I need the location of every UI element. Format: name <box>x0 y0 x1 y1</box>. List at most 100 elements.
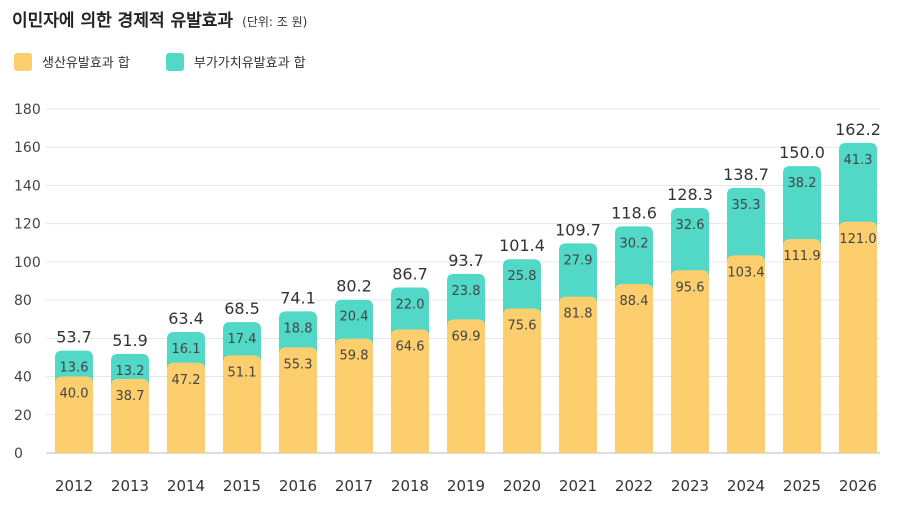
total-label: 53.7 <box>56 328 92 347</box>
bar-segment-value-added <box>447 273 485 327</box>
data-label-production: 103.4 <box>727 265 764 280</box>
data-label-value-added: 23.8 <box>452 284 481 299</box>
bar-segment-production <box>335 338 373 453</box>
x-tick-label: 2015 <box>223 477 261 495</box>
data-label-value-added: 13.6 <box>60 361 89 376</box>
bar-segment-value-added <box>111 353 149 387</box>
x-tick-label: 2025 <box>783 477 821 495</box>
data-label-value-added: 38.2 <box>788 176 817 191</box>
x-tick-label: 2012 <box>55 477 93 495</box>
legend-swatch-production <box>14 52 32 71</box>
y-tick-label: 100 <box>14 255 41 271</box>
bar-segment-production <box>167 362 205 453</box>
total-label: 63.4 <box>168 309 204 328</box>
x-tick-label: 2016 <box>279 477 317 495</box>
data-label-value-added: 27.9 <box>564 253 593 268</box>
data-label-production: 59.8 <box>340 349 369 364</box>
x-tick-label: 2013 <box>111 477 149 495</box>
x-tick-label: 2018 <box>391 477 429 495</box>
bar-segment-production <box>615 284 653 453</box>
x-tick-label: 2022 <box>615 477 653 495</box>
legend-label-value-added: 부가가치유발효과 합 <box>193 56 306 71</box>
data-label-production: 40.0 <box>60 387 89 402</box>
y-tick-label: 180 <box>14 102 41 118</box>
data-label-production: 38.7 <box>116 389 145 404</box>
x-tick-label: 2019 <box>447 477 485 495</box>
bar-segment-production <box>279 347 317 453</box>
data-label-value-added: 20.4 <box>340 310 369 325</box>
data-label-production: 47.2 <box>172 373 201 388</box>
data-label-production: 75.6 <box>508 319 537 334</box>
data-label-value-added: 13.2 <box>116 364 145 379</box>
bar-segment-value-added <box>783 166 821 247</box>
bar-segment-value-added <box>559 243 597 304</box>
y-tick-label: 80 <box>14 293 32 309</box>
bar-segment-value-added <box>335 299 373 346</box>
bar-segment-production <box>447 319 485 453</box>
chart-title: 이민자에 의한 경제적 유발효과 <box>12 11 234 31</box>
bar-segment-production <box>391 329 429 453</box>
bar-segment-production <box>783 239 821 453</box>
total-label: 138.7 <box>723 165 769 184</box>
bar-segment-production <box>111 379 149 453</box>
data-label-production: 111.9 <box>783 249 820 264</box>
data-label-value-added: 16.1 <box>172 342 201 357</box>
x-tick-label: 2026 <box>839 477 877 495</box>
x-tick-label: 2021 <box>559 477 597 495</box>
total-label: 74.1 <box>280 288 316 307</box>
data-label-production: 81.8 <box>564 307 593 322</box>
y-tick-label: 120 <box>14 217 41 233</box>
data-label-value-added: 17.4 <box>228 332 257 347</box>
x-tick-label: 2024 <box>727 477 765 495</box>
legend: 생산유발효과 합 부가가치유발효과 합 <box>14 52 342 71</box>
bar-segment-production <box>559 296 597 453</box>
total-label: 162.2 <box>835 120 881 139</box>
legend-item-value-added: 부가가치유발효과 합 <box>165 52 306 71</box>
y-tick-label: 0 <box>14 446 23 462</box>
bar-segment-value-added <box>391 287 429 337</box>
data-label-production: 55.3 <box>284 357 313 372</box>
total-label: 150.0 <box>779 143 825 162</box>
bar-segment-production <box>55 376 93 453</box>
legend-item-production: 생산유발효과 합 <box>14 52 130 71</box>
data-label-production: 51.1 <box>228 365 257 380</box>
x-tick-label: 2014 <box>167 477 205 495</box>
data-label-value-added: 30.2 <box>620 236 649 251</box>
y-tick-label: 20 <box>14 408 32 424</box>
total-label: 68.5 <box>224 299 260 318</box>
data-label-value-added: 18.8 <box>284 321 313 336</box>
legend-swatch-value-added <box>165 52 184 71</box>
x-tick-label: 2017 <box>335 477 373 495</box>
data-label-production: 121.0 <box>839 232 876 247</box>
total-label: 93.7 <box>448 251 484 270</box>
y-tick-label: 40 <box>14 370 32 386</box>
data-label-production: 88.4 <box>620 294 649 309</box>
bar-segment-value-added <box>839 142 877 229</box>
bar-segment-value-added <box>503 259 541 316</box>
bar-segment-production <box>671 270 709 453</box>
y-tick-label: 60 <box>14 331 32 347</box>
bar-segment-production <box>503 308 541 453</box>
total-label: 51.9 <box>112 331 148 350</box>
data-label-production: 69.9 <box>452 329 481 344</box>
bar-segment-value-added <box>223 322 261 363</box>
total-label: 128.3 <box>667 185 713 204</box>
y-tick-label: 140 <box>14 178 41 194</box>
bar-segment-production <box>223 355 261 453</box>
legend-label-production: 생산유발효과 합 <box>42 56 130 71</box>
total-label: 109.7 <box>555 220 601 239</box>
total-label: 118.6 <box>611 203 657 222</box>
data-label-production: 64.6 <box>396 340 425 355</box>
bar-segment-value-added <box>167 332 205 370</box>
x-tick-label: 2020 <box>503 477 541 495</box>
bar-segment-production <box>727 255 765 453</box>
data-label-value-added: 25.8 <box>508 269 537 284</box>
data-label-production: 95.6 <box>676 280 705 295</box>
total-label: 86.7 <box>392 264 428 283</box>
bar-segment-production <box>839 221 877 453</box>
y-tick-label: 160 <box>14 140 41 156</box>
data-label-value-added: 32.6 <box>676 218 705 233</box>
bar-segment-value-added <box>671 207 709 278</box>
unit-label: (단위: 조 원) <box>242 15 308 29</box>
